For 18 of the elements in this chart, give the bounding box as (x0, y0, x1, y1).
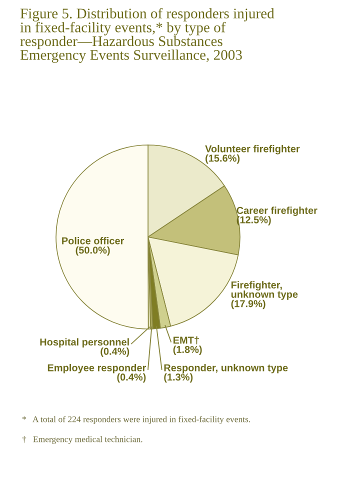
data-label: (17.9%) (231, 300, 266, 310)
chart-title: Figure 5. Distribution of responders injured in fixed-facility events,* by type of responder—Hazardous Substances Emergency Events Surveillance, 2003 (20, 8, 274, 63)
slice-label: Responder, unknown type (164, 364, 288, 374)
slice-label: Career firefighter (236, 206, 318, 216)
slice-label: Hospital personnel (40, 338, 129, 348)
text: † Emergency medical technician. (22, 436, 142, 444)
data-label: (1.3%) (164, 373, 193, 383)
text: * A total of 224 responders were injured in fixed-facility events. (22, 416, 250, 424)
slice-label: Volunteer firefighter (205, 145, 300, 154)
slice-label: Police officer (62, 237, 124, 244)
data-label: (0.4%) (117, 373, 146, 383)
data-label: (15.6%) (206, 154, 240, 164)
slice-label: EMT† (174, 336, 199, 344)
data-label: (50.0%) (76, 246, 110, 256)
slice-label: Employee responder (48, 364, 146, 374)
slice-label: Firefighter, unknown type (231, 281, 298, 300)
data-label: (0.4%) (100, 348, 130, 357)
data-label: (1.8%) (173, 346, 202, 356)
